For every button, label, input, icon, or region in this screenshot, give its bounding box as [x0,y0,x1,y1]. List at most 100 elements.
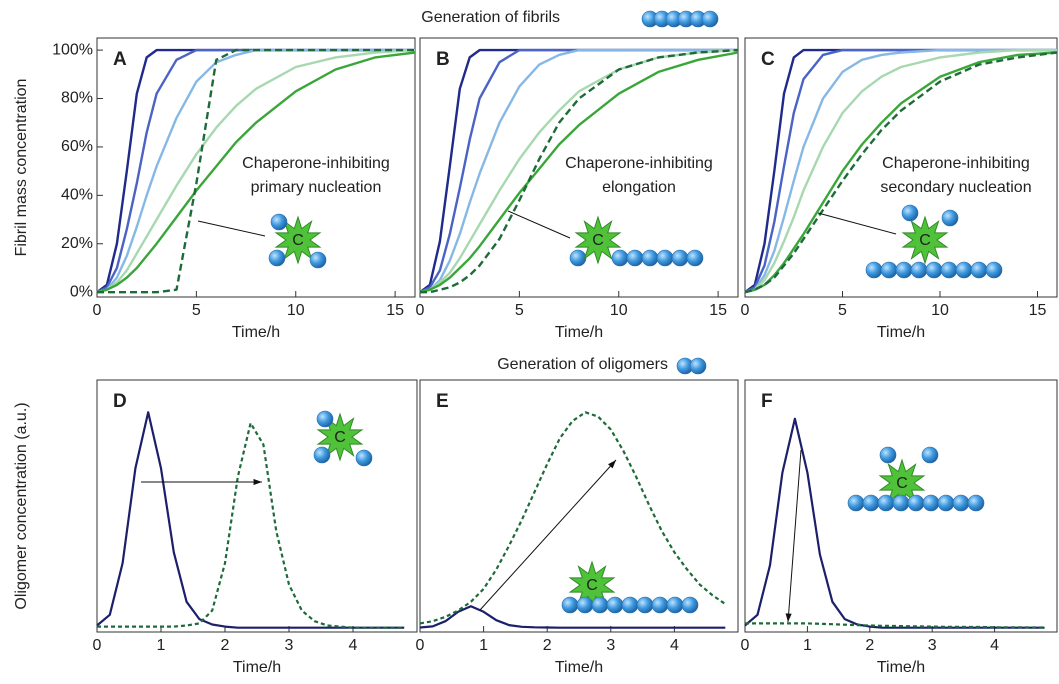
pointer-line [507,210,571,239]
x-tick-label: 15 [1029,302,1047,319]
bead-icon [316,410,334,428]
x-tick-label: 0 [93,637,102,654]
bead-icon [355,449,373,467]
bead-icon [686,249,704,267]
x-tick-label: 4 [670,637,679,654]
bead-icon [626,249,644,267]
x-tick-label: 0 [416,637,425,654]
data-line [97,422,405,629]
plot-frame [96,37,416,298]
pointer-line [197,220,266,237]
icon-label: C [919,232,931,249]
x-tick-label: 15 [709,302,727,319]
data-line [97,48,415,294]
x-tick-label: 3 [285,637,294,654]
annotation: Chaperone-inhibiting [882,155,1030,172]
bead-icon [925,261,943,279]
annotation: Chaperone-inhibiting [565,155,713,172]
bead-icon [941,209,959,227]
chaperone-icon [574,215,622,265]
x-tick-label: 2 [865,637,874,654]
annotation: primary nucleation [251,179,382,196]
bead-icon [901,204,919,222]
x-tick-label: 10 [287,302,305,319]
x-tick-label: 5 [192,302,201,319]
y-tick-label: 0% [70,283,93,300]
bead-icon [270,213,288,231]
x-tick-label: 1 [479,637,488,654]
arrow [479,459,617,611]
bead-icon [895,261,913,279]
data-line [744,48,1057,294]
annotation: Chaperone-inhibiting [242,155,390,172]
bead-icon [611,249,629,267]
x-tick-label: 5 [515,302,524,319]
arrow-head [253,478,262,486]
x-tick-label: 0 [93,302,102,319]
bead-icon [681,596,699,614]
bead-icon [268,249,286,267]
y-axis-label: Oligomer concentration (a.u.) [13,402,30,609]
panel-label: D [113,391,127,412]
data-line [744,417,1045,629]
bead-icon [985,261,1003,279]
x-tick-label: 0 [416,302,425,319]
bead-icon [892,494,910,512]
bead-icon [922,494,940,512]
bead-icon [967,494,985,512]
y-tick-label: 40% [61,187,93,204]
x-tick-label: 2 [543,637,552,654]
y-tick-label: 100% [52,41,93,58]
data-line [96,51,416,294]
data-line [419,48,738,294]
data-line [419,411,726,625]
icon-label: C [334,429,346,446]
x-tick-label: 4 [990,637,999,654]
annotation: elongation [602,179,676,196]
bead-icon [970,261,988,279]
data-line [96,411,405,629]
data-line [419,51,739,294]
x-tick-label: 2 [221,637,230,654]
x-tick-label: 0 [741,637,750,654]
bead-icon [636,596,654,614]
section-title: Generation of fibrils [421,9,560,26]
section-title: Generation of oligomers [497,356,668,373]
chaperone-icon [274,215,322,265]
bead-icon [606,596,624,614]
bead-icon [910,261,928,279]
x-tick-label: 4 [349,637,358,654]
bead-icon [666,596,684,614]
panel-label: A [113,49,127,70]
x-tick-label: 1 [157,637,166,654]
icon-label: C [586,577,598,594]
bead-icon [921,446,939,464]
bead-icon [701,10,719,28]
data-line [745,622,1045,629]
bead-icon [847,494,865,512]
x-tick-label: 3 [606,637,615,654]
arrow-head [785,613,792,622]
x-tick-label: 10 [931,302,949,319]
bead-icon [651,596,669,614]
bead-icon [955,261,973,279]
pointer-line [817,212,897,235]
x-tick-label: 3 [928,637,937,654]
bead-icon [937,494,955,512]
bead-icon [561,596,579,614]
bead-icon [952,494,970,512]
panel-label: B [436,49,450,70]
bead-icon [313,446,331,464]
arrow [787,449,802,623]
y-tick-label: 60% [61,138,93,155]
bead-icon [689,357,707,375]
plot-frame [419,37,739,298]
icon-label: C [292,232,304,249]
x-tick-label: 10 [610,302,628,319]
y-tick-label: 20% [61,235,93,252]
x-axis-label: Time/h [233,659,281,676]
bead-icon [591,596,609,614]
annotation: secondary nucleation [880,179,1031,196]
data-line [96,48,415,294]
